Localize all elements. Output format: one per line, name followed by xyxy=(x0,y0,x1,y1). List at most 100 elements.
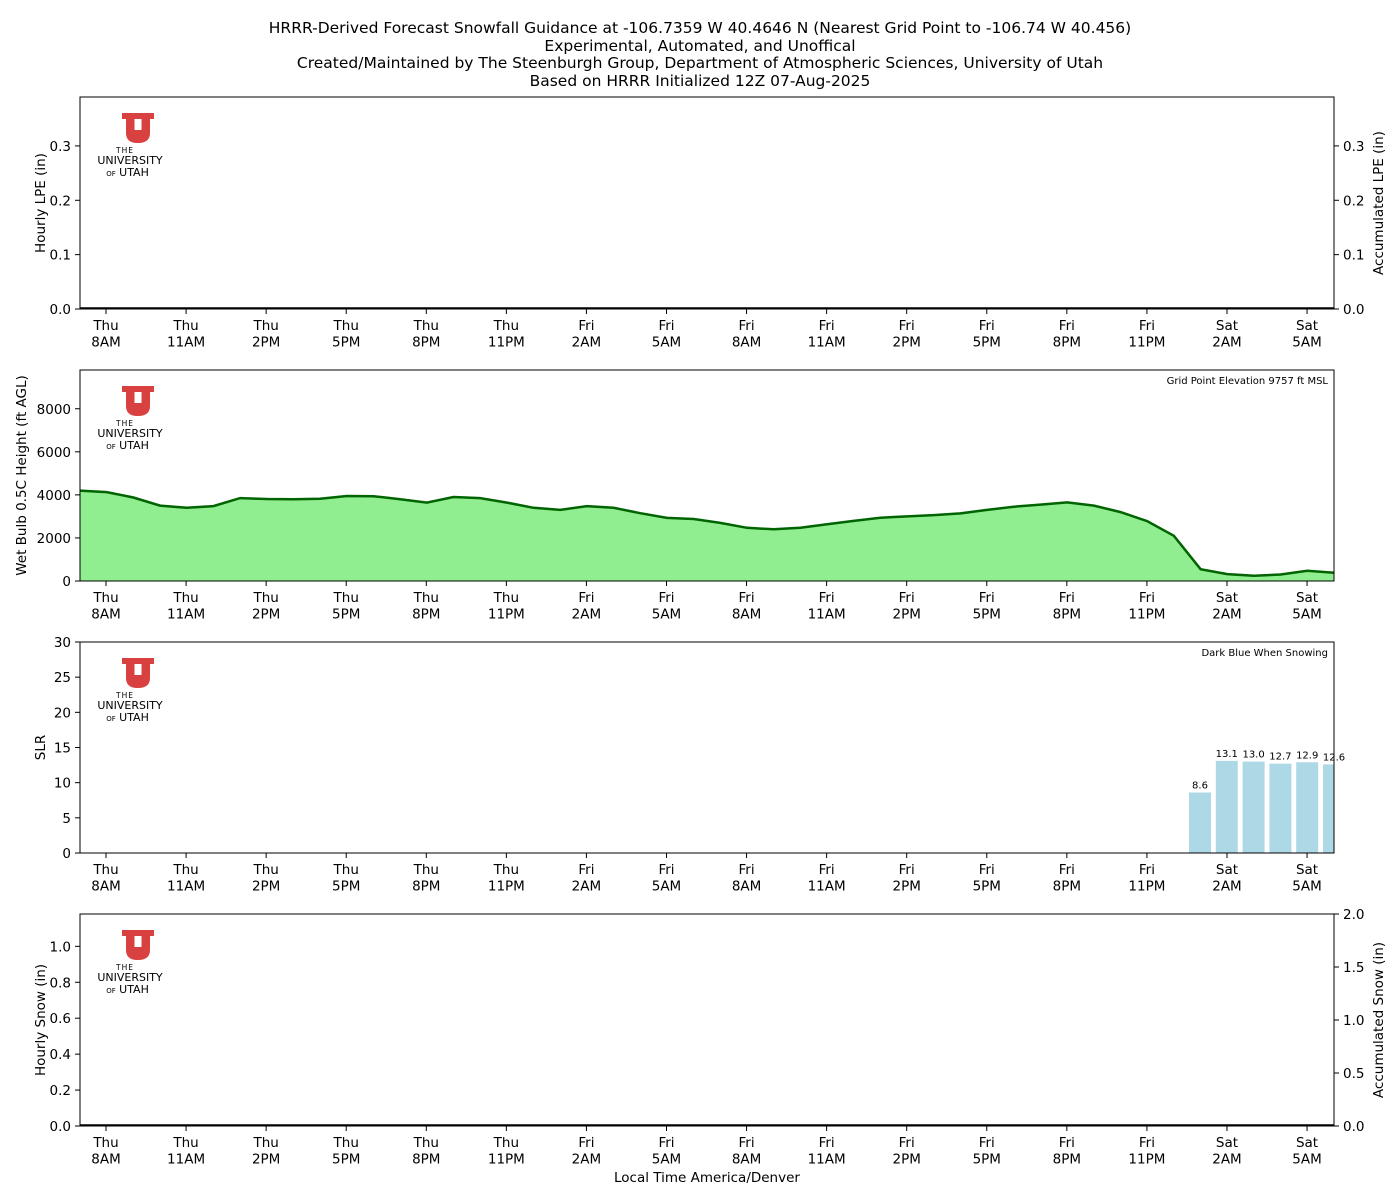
x-tick-label-time: 8PM xyxy=(412,879,440,895)
logo-u-notch xyxy=(134,119,142,130)
x-tick-label-time: 11AM xyxy=(808,879,846,895)
x-tick-label-day: Fri xyxy=(1059,862,1075,878)
x-tick-label-time: 8PM xyxy=(412,335,440,351)
logo-text-utah: UTAH xyxy=(119,166,149,179)
x-tick-label-time: 11PM xyxy=(1128,879,1165,895)
y-axis-label: Hourly LPE (in) xyxy=(33,153,49,253)
y-tick-label: 30 xyxy=(54,635,71,651)
logo-text-of: OF xyxy=(106,170,116,178)
x-tick-label-day: Thu xyxy=(333,862,359,878)
title-line-1: HRRR-Derived Forecast Snowfall Guidance … xyxy=(268,19,1132,37)
x-tick-label-day: Fri xyxy=(1139,318,1155,334)
y-tick-label: 25 xyxy=(54,670,71,686)
x-tick-label-day: Fri xyxy=(578,318,594,334)
x-tick-label-time: 2PM xyxy=(893,335,921,351)
x-tick-label-day: Fri xyxy=(578,590,594,606)
logo-text-university: UNIVERSITY xyxy=(97,427,163,440)
x-tick-label-time: 11AM xyxy=(167,335,205,351)
logo-text-of: OF xyxy=(106,715,116,723)
y-tick-label: 0.2 xyxy=(50,193,71,209)
x-tick-label-day: Thu xyxy=(92,862,118,878)
x-tick-label-day: Sat xyxy=(1296,862,1318,878)
x-tick-label-time: 8AM xyxy=(732,335,761,351)
y-tick-label: 0.3 xyxy=(50,139,71,155)
y-axis-label: Hourly Snow (in) xyxy=(33,964,49,1076)
wetbulb-area xyxy=(80,490,1334,581)
y-tick-label-right: 0.2 xyxy=(1343,193,1364,209)
y-tick-label: 4000 xyxy=(37,488,71,504)
y-tick-label: 2000 xyxy=(37,531,71,547)
x-tick-label-time: 8PM xyxy=(412,1152,440,1168)
x-tick-label-time: 5PM xyxy=(332,607,360,623)
y-tick-label-right: 0.0 xyxy=(1343,1119,1364,1135)
x-tick-label-time: 2PM xyxy=(893,607,921,623)
title-line-2: Experimental, Automated, and Unoffical xyxy=(544,36,856,55)
x-tick-label-time: 11AM xyxy=(167,1152,205,1168)
x-tick-label-time: 5AM xyxy=(652,607,681,623)
x-tick-label-day: Thu xyxy=(333,590,359,606)
slr-bar xyxy=(1215,760,1238,853)
slr-bar-label: 12.9 xyxy=(1296,750,1318,761)
x-tick-label-day: Fri xyxy=(819,1135,835,1151)
x-tick-label-day: Fri xyxy=(1059,318,1075,334)
x-tick-label-day: Fri xyxy=(979,862,995,878)
x-tick-label-time: 8AM xyxy=(732,879,761,895)
x-tick-label-time: 8AM xyxy=(732,607,761,623)
x-tick-label-time: 11AM xyxy=(167,879,205,895)
x-tick-label-time: 11AM xyxy=(808,335,846,351)
y-tick-label: 10 xyxy=(54,776,71,792)
x-tick-label-day: Fri xyxy=(819,318,835,334)
x-tick-label-time: 2PM xyxy=(252,335,280,351)
x-tick-label-day: Thu xyxy=(252,590,278,606)
x-tick-label-time: 5PM xyxy=(973,879,1001,895)
x-tick-label-day: Fri xyxy=(739,862,755,878)
y-axis-label-right: Accumulated Snow (in) xyxy=(1371,942,1387,1098)
x-tick-label-day: Fri xyxy=(899,318,915,334)
x-tick-label-time: 2AM xyxy=(572,335,601,351)
x-tick-label-day: Fri xyxy=(979,1135,995,1151)
x-tick-label-day: Thu xyxy=(333,1135,359,1151)
y-tick-label: 1.0 xyxy=(50,939,71,955)
x-tick-label-time: 2AM xyxy=(1212,607,1241,623)
y-tick-label: 0.1 xyxy=(50,248,71,264)
slr-bar-label: 12.7 xyxy=(1269,752,1291,763)
y-tick-label: 0 xyxy=(62,846,71,862)
x-tick-label-day: Thu xyxy=(92,590,118,606)
axes-frame xyxy=(79,913,1335,1127)
x-tick-label-day: Sat xyxy=(1216,318,1238,334)
x-tick-label-time: 11PM xyxy=(488,607,525,623)
x-tick-label-day: Thu xyxy=(413,1135,439,1151)
x-tick-label-day: Thu xyxy=(413,318,439,334)
x-tick-label-day: Thu xyxy=(413,862,439,878)
x-tick-label-day: Fri xyxy=(899,862,915,878)
x-tick-label-day: Thu xyxy=(92,1135,118,1151)
x-tick-label-day: Fri xyxy=(979,590,995,606)
logo-text-utah: UTAH xyxy=(119,439,149,452)
x-tick-label-day: Thu xyxy=(172,318,198,334)
x-tick-label-time: 2PM xyxy=(893,1152,921,1168)
x-tick-label-time: 2PM xyxy=(252,607,280,623)
x-tick-label-time: 11PM xyxy=(1128,607,1165,623)
slr-bar-label: 8.6 xyxy=(1192,781,1208,792)
x-tick-label-day: Fri xyxy=(739,590,755,606)
x-tick-label-day: Fri xyxy=(658,1135,674,1151)
y-tick-label: 8000 xyxy=(37,402,71,418)
y-tick-label: 0.6 xyxy=(50,1011,71,1027)
x-tick-label-time: 8PM xyxy=(1053,335,1081,351)
x-tick-label-day: Sat xyxy=(1216,1135,1238,1151)
x-tick-label-day: Fri xyxy=(1059,590,1075,606)
x-tick-label-time: 2AM xyxy=(1212,335,1241,351)
x-tick-label-day: Fri xyxy=(819,590,835,606)
x-tick-label-time: 11AM xyxy=(808,1152,846,1168)
y-tick-label: 6000 xyxy=(37,445,71,461)
slr-bar xyxy=(1189,792,1211,853)
x-tick-label-time: 11PM xyxy=(1128,335,1165,351)
x-tick-label-time: 8AM xyxy=(732,1152,761,1168)
x-tick-label-time: 11PM xyxy=(488,879,525,895)
x-tick-label-day: Fri xyxy=(1139,590,1155,606)
x-tick-label-day: Thu xyxy=(252,318,278,334)
x-tick-label-day: Thu xyxy=(172,862,198,878)
x-tick-label-day: Thu xyxy=(172,1135,198,1151)
